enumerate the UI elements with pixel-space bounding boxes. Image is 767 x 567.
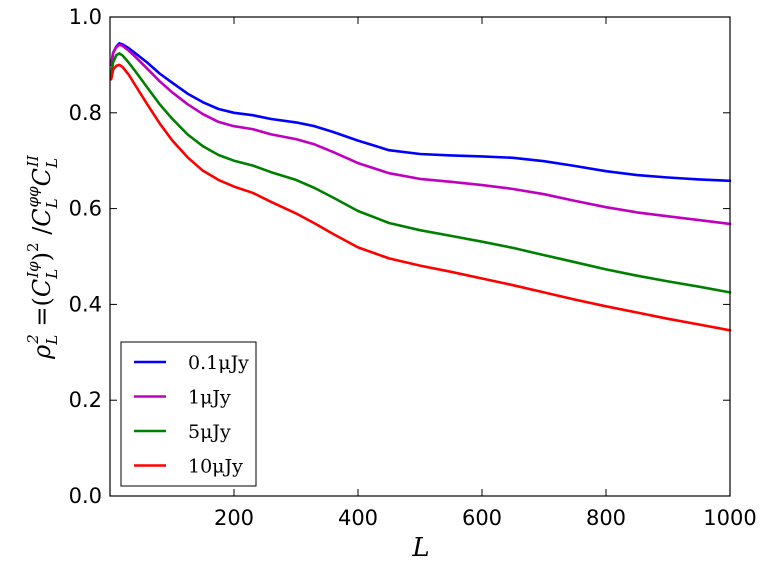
y-tick-label: 0.6 xyxy=(69,197,102,221)
y-tick-label: 0.2 xyxy=(69,388,102,412)
x-tick-label: 400 xyxy=(338,506,378,530)
legend-label-0: 0.1μJy xyxy=(188,352,249,374)
y-label-c2: C xyxy=(28,208,56,226)
plot-frame xyxy=(109,16,731,497)
y-label-c2-sup: φφ xyxy=(24,186,42,208)
y-label-c1: C xyxy=(28,279,56,297)
y-axis-label: ρL2 =(CLIφ)2 /CLφφCLII xyxy=(24,154,61,360)
x-tick-label: 1000 xyxy=(703,506,756,530)
legend-entries: 0.1μJy 1μJy 5μJy 10μJy xyxy=(134,352,249,478)
y-label-square: 2 xyxy=(24,242,42,252)
legend: 0.1μJy 1μJy 5μJy 10μJy xyxy=(120,341,257,487)
tick-layer: 200 400 600 800 1000 0.0 0.2 0.4 0.6 0.8 1.0 xyxy=(69,5,757,530)
y-tick-label: 0.0 xyxy=(69,484,102,508)
y-label-rho-sub: L xyxy=(43,335,61,346)
y-label-c1-sup: Iφ xyxy=(24,261,42,279)
svg-text:ρL2 =(CLIφ)2 /CLφφCLII: ρL2 =(CLIφ)2 /CLφφCLII xyxy=(24,154,61,360)
x-tick-label: 600 xyxy=(462,506,502,530)
legend-label-3: 10μJy xyxy=(188,456,243,478)
legend-box xyxy=(120,341,257,487)
series-line-3 xyxy=(109,63,732,332)
y-tick-label: 0.8 xyxy=(69,101,102,125)
series-line-1 xyxy=(109,43,732,226)
series-line-0 xyxy=(109,41,732,183)
y-label-c3-sub: L xyxy=(43,158,61,169)
y-label-c2-sub: L xyxy=(43,198,61,209)
y-label-rho-sup: 2 xyxy=(24,334,42,345)
x-axis-label: L xyxy=(411,533,429,563)
y-label-equals: =( xyxy=(28,297,56,334)
y-label-slash: / xyxy=(28,226,56,243)
x-tick-label: 800 xyxy=(586,506,626,530)
y-label-c3-sup: II xyxy=(24,154,42,168)
y-tick-label: 0.4 xyxy=(69,292,102,316)
y-label-close: ) xyxy=(28,252,56,261)
legend-label-1: 1μJy xyxy=(188,387,231,409)
y-tick-label: 1.0 xyxy=(69,5,102,29)
x-tick-label: 200 xyxy=(214,506,254,530)
y-label-c3: C xyxy=(28,168,56,186)
series-layer xyxy=(109,41,732,332)
legend-label-2: 5μJy xyxy=(188,421,231,443)
y-label-rho: ρ xyxy=(28,345,56,360)
y-label-c1-sub: L xyxy=(43,269,61,280)
series-line-2 xyxy=(109,52,732,294)
